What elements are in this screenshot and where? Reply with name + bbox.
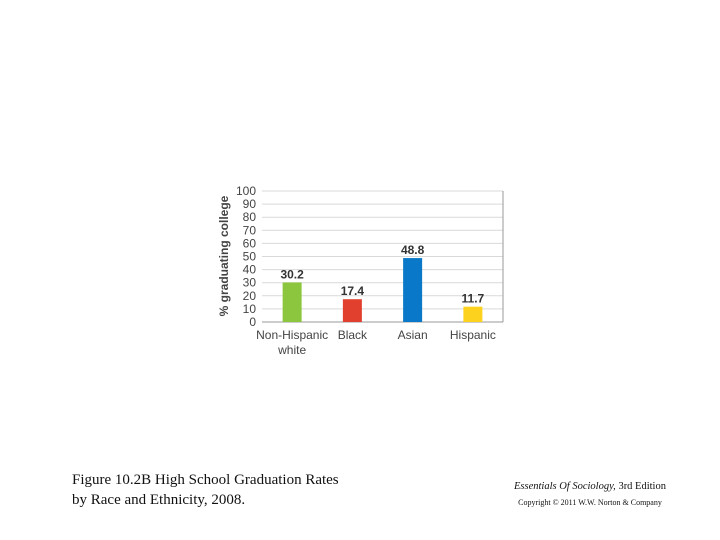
x-tick-label: Hispanic — [450, 328, 496, 342]
bar — [403, 258, 423, 322]
book-edition: 3rd Edition — [615, 481, 666, 492]
value-label: 48.8 — [401, 243, 425, 257]
x-tick-label: white — [277, 343, 306, 357]
y-tick-label: 50 — [243, 250, 257, 264]
bar — [463, 306, 483, 322]
y-tick-label: 60 — [243, 236, 257, 250]
y-tick-label: 30 — [243, 276, 257, 290]
bars — [282, 258, 483, 322]
caption-line-2: by Race and Ethnicity, 2008. — [72, 492, 246, 508]
y-tick-label: 10 — [243, 302, 257, 316]
value-label: 30.2 — [280, 267, 304, 281]
x-tick-label: Non-Hispanic — [256, 328, 328, 342]
copyright-text: Copyright © 2011 W.W. Norton & Company — [518, 498, 662, 507]
y-tick-label: 70 — [243, 223, 257, 237]
bar — [282, 282, 302, 322]
book-title: Essentials Of Sociology, — [514, 481, 616, 492]
figure-caption: Figure 10.2B High School Graduation Rate… — [72, 470, 392, 510]
y-tick-label: 80 — [243, 210, 257, 224]
value-label: 11.7 — [462, 292, 485, 306]
x-tick-label: Asian — [398, 328, 428, 342]
y-tick-label: 100 — [236, 184, 256, 198]
y-tick-label: 90 — [243, 197, 257, 211]
caption-line-1: Figure 10.2B High School Graduation Rate… — [72, 472, 339, 488]
x-tick-label: Black — [338, 328, 368, 342]
y-tick-label: 0 — [249, 315, 256, 329]
gridlines — [262, 190, 504, 323]
value-label: 17.4 — [341, 284, 365, 298]
book-title-line: Essentials Of Sociology, 3rd Edition — [490, 480, 690, 494]
bar — [342, 299, 362, 322]
y-axis-label: % graduating college — [217, 195, 231, 316]
y-tick-label: 40 — [243, 263, 257, 277]
value-labels: 30.2 17.4 48.8 11.7 — [280, 243, 484, 306]
book-credit: Essentials Of Sociology, 3rd Edition Cop… — [490, 480, 690, 509]
y-tick-label: 20 — [243, 289, 257, 303]
